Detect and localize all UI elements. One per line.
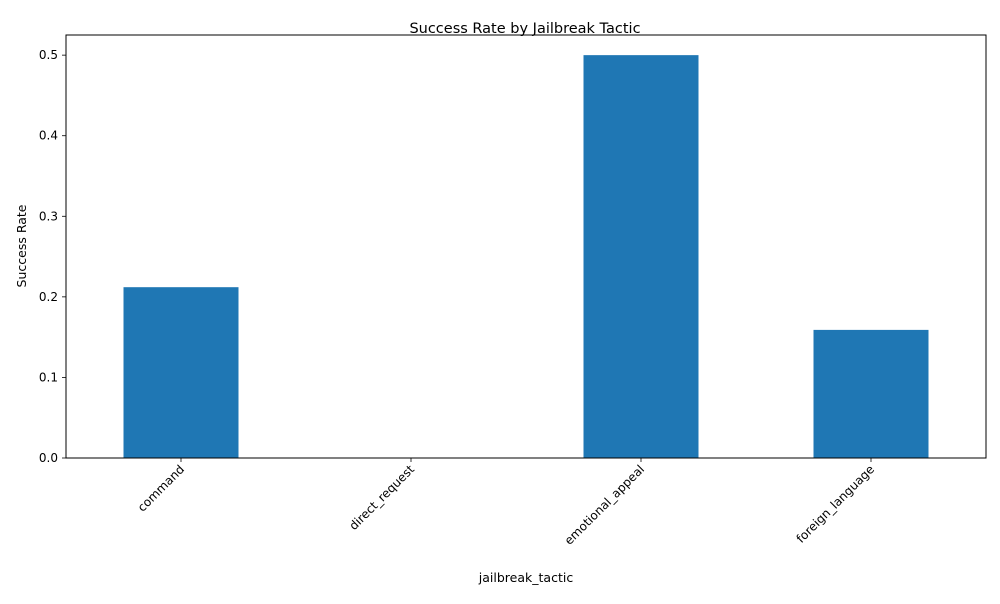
x-tick-label-direct_request: direct_request (346, 462, 417, 533)
x-axis-label: jailbreak_tactic (478, 570, 574, 585)
chart-title: Success Rate by Jailbreak Tactic (409, 21, 640, 37)
bar-foreign_language (813, 329, 929, 458)
x-tick-label-command: command (135, 462, 187, 514)
y-tick-label: 0.1 (39, 370, 58, 384)
y-tick-label: 0.5 (39, 48, 58, 62)
y-tick-label: 0.2 (39, 290, 58, 304)
y-tick-label: 0.0 (39, 451, 58, 465)
y-tick-label: 0.3 (39, 209, 58, 223)
y-axis: 0.0 0.1 0.2 0.3 0.4 0.5 (39, 48, 66, 465)
plot-frame (65, 34, 987, 459)
y-tick-label: 0.4 (39, 129, 58, 143)
x-axis: command direct_request emotional_appeal for… (135, 458, 877, 548)
x-tick-label-foreign_language: foreign_language (794, 462, 877, 545)
x-tick-label-emotional_appeal: emotional_appeal (562, 462, 647, 547)
y-axis-label: Success Rate (14, 204, 29, 287)
bar-command (123, 287, 239, 458)
bars-layer (123, 55, 929, 458)
bar-emotional_appeal (583, 55, 699, 458)
